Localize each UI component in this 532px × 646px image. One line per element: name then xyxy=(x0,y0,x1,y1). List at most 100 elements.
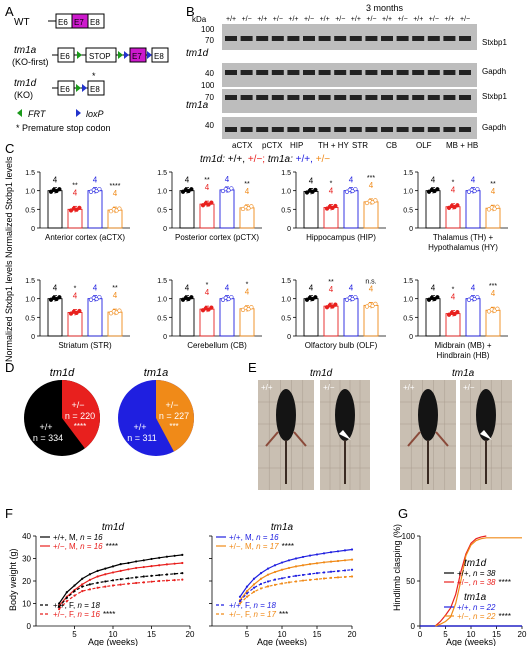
c-chart: 00.51.01.544* 44**Striatum (STR) xyxy=(25,278,130,350)
region-label: aCTX xyxy=(232,141,253,150)
c-n: 4 xyxy=(471,284,476,293)
series-point xyxy=(315,572,319,575)
c-point xyxy=(353,187,358,192)
c-n: 4 xyxy=(93,284,98,293)
series-point xyxy=(165,563,168,566)
blot-band xyxy=(427,127,440,132)
c-point xyxy=(432,296,437,302)
series-point xyxy=(58,608,61,611)
c-n: 4 xyxy=(53,284,58,293)
blot-band xyxy=(271,95,284,100)
exon-box xyxy=(87,13,105,29)
c-bar xyxy=(219,298,235,337)
c-n: 4 xyxy=(349,284,354,293)
blot-band xyxy=(225,127,237,132)
c-bar xyxy=(239,207,255,229)
blot-band xyxy=(303,95,315,100)
series-point xyxy=(173,554,176,557)
c-region-title: Hypothalamus (HY) xyxy=(428,243,498,252)
c-sig: ** xyxy=(244,181,250,188)
c-n: 4 xyxy=(185,284,190,293)
blot-band xyxy=(459,95,471,100)
region-label: MB + HB xyxy=(446,141,478,150)
blot-band xyxy=(256,95,269,100)
series-point xyxy=(252,583,256,586)
blot-band xyxy=(365,70,378,75)
panel-b-western-blot: 3 months kDa +/+ +/− +/+ +/− +/+ +/− +/+ +/− +/+… xyxy=(186,3,507,150)
c-point xyxy=(330,304,335,309)
series-point xyxy=(245,592,249,595)
series-point xyxy=(273,570,277,574)
pie-wt-label: +/+ xyxy=(133,422,146,432)
c-sig: * xyxy=(452,287,455,294)
c-ytick: 1.5 xyxy=(157,278,167,285)
series-point xyxy=(181,561,184,565)
series-point xyxy=(336,550,340,553)
photo-genotype: +/− xyxy=(463,383,475,392)
series-point xyxy=(181,572,184,575)
blot-band xyxy=(271,127,284,132)
blot-band xyxy=(412,70,425,75)
c-bar xyxy=(425,190,441,229)
panel-label-a: A xyxy=(5,4,14,19)
blot-band xyxy=(240,70,253,75)
c-point xyxy=(97,187,102,192)
series-point xyxy=(150,574,153,577)
line-chart-title: tm1a xyxy=(271,522,294,533)
blot-band xyxy=(396,95,409,100)
legend-entry: +/+, M, n = 16 xyxy=(229,533,279,542)
series-point xyxy=(165,579,168,582)
c-point xyxy=(426,297,432,302)
panel-label-e: E xyxy=(248,360,257,375)
c-sig: ** xyxy=(328,279,334,286)
c-n: 4 xyxy=(369,284,374,293)
series-point xyxy=(58,605,61,608)
photo-label-tm1d: tm1d xyxy=(310,368,333,379)
series-point xyxy=(142,575,145,578)
series-point xyxy=(329,560,333,563)
series-point xyxy=(96,586,99,589)
band-label-stxbp1: Stxbp1 xyxy=(482,38,507,47)
c-point xyxy=(353,295,358,300)
series-point xyxy=(81,577,84,580)
c-bar xyxy=(107,311,123,337)
c-bar xyxy=(465,190,481,229)
band-label-gapdh: Gapdh xyxy=(482,123,506,132)
c-point xyxy=(108,209,114,214)
stop-label: STOP xyxy=(89,52,111,61)
c-sig: * xyxy=(330,180,333,187)
blot-tm1a-stxbp1 xyxy=(222,89,477,113)
c-point xyxy=(240,307,246,312)
c-bar xyxy=(343,190,359,229)
loxp-site xyxy=(124,51,129,59)
c-ytick: 1.0 xyxy=(157,297,167,304)
c-point xyxy=(486,309,492,314)
c-point xyxy=(88,297,94,302)
lane-genotype: +/+ xyxy=(257,16,267,23)
series-point xyxy=(81,583,84,586)
region-label: pCTX xyxy=(262,141,283,150)
series-point xyxy=(308,563,312,566)
c-n: 4 xyxy=(431,284,436,293)
c-point xyxy=(220,188,226,194)
c-ytick: 0.5 xyxy=(157,207,167,214)
series-point xyxy=(252,590,256,593)
frt-site xyxy=(77,51,82,59)
blot-band xyxy=(459,70,471,75)
x-tick: 5 xyxy=(443,630,448,639)
c-point xyxy=(373,301,378,306)
c-bar xyxy=(179,298,195,337)
c-sig: n.s. xyxy=(365,278,376,285)
clasp-arrow xyxy=(480,430,492,440)
blot-band xyxy=(318,36,331,41)
c-sig: *** xyxy=(489,283,497,290)
legend-entry: +/−, n = 22 **** xyxy=(457,612,511,621)
region-label: OLF xyxy=(416,141,432,150)
c-ytick: 1.5 xyxy=(25,170,35,177)
blot-band xyxy=(240,95,253,100)
c-ytick: 0 xyxy=(31,226,35,233)
series-point xyxy=(127,582,130,585)
frt-site xyxy=(76,84,81,92)
lane-genotype: +/− xyxy=(335,16,345,23)
